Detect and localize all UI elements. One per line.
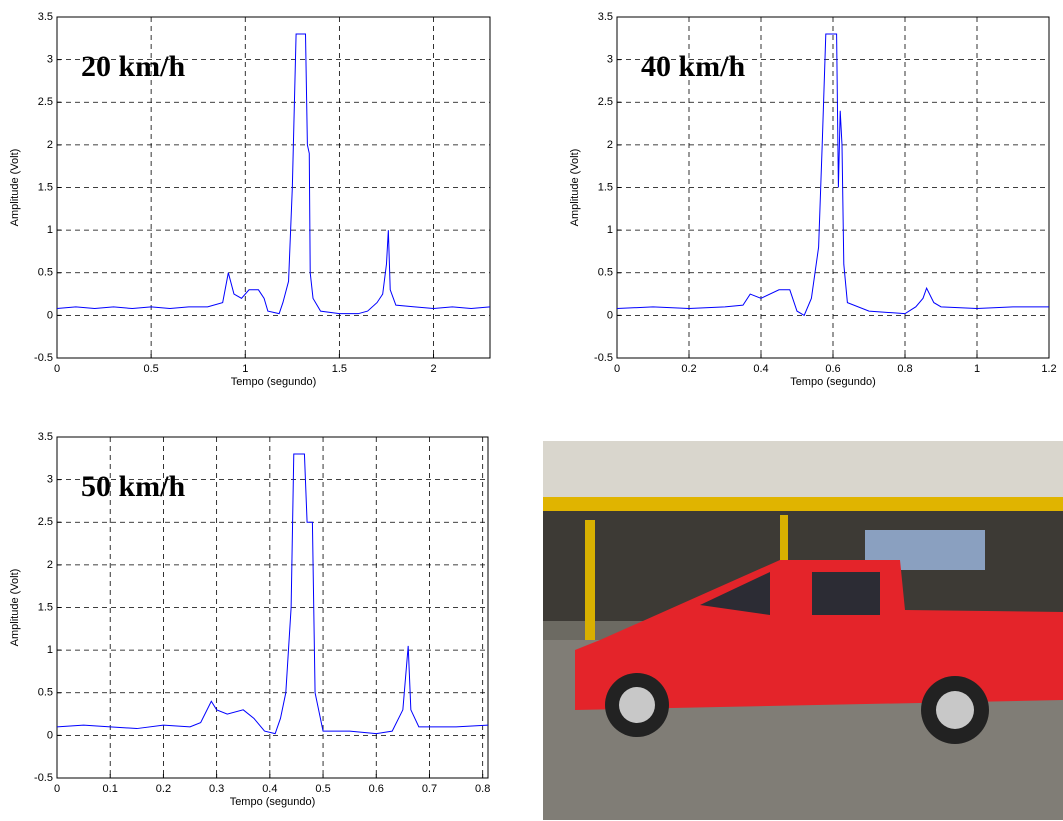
x-tick-label: 0.4 — [753, 363, 768, 375]
x-tick-label: 0.7 — [422, 783, 437, 795]
plot-frame — [616, 16, 1050, 359]
y-tick-label: 1.5 — [38, 601, 53, 613]
x-tick-label: 0.5 — [143, 363, 158, 375]
y-tick-label: 2.5 — [598, 96, 613, 108]
y-tick-label: 3 — [47, 54, 53, 66]
x-tick-label: 0.3 — [209, 783, 224, 795]
y-axis-label: Amplitude (Volt) — [9, 149, 21, 227]
y-tick-label: 0 — [607, 309, 613, 321]
y-axis-label: Amplitude (Volt) — [569, 149, 581, 227]
x-tick-label: 1 — [242, 363, 248, 375]
y-tick-label: 0.5 — [598, 267, 613, 279]
y-tick-label: 0 — [47, 729, 53, 741]
y-tick-label: 0 — [47, 309, 53, 321]
y-tick-label: 1.5 — [38, 181, 53, 193]
x-tick-label: 0.6 — [825, 363, 840, 375]
signal-line — [616, 33, 1049, 317]
y-tick-label: -0.5 — [34, 772, 53, 784]
plot-frame — [56, 16, 491, 359]
y-tick-label: 3 — [47, 474, 53, 486]
x-tick-label: 0.2 — [681, 363, 696, 375]
y-tick-label: 3.5 — [38, 11, 53, 23]
plot-frame — [56, 436, 489, 779]
y-tick-label: -0.5 — [34, 352, 53, 364]
x-tick-label: 0 — [54, 783, 60, 795]
x-tick-label: 0.1 — [103, 783, 118, 795]
x-tick-label: 1 — [974, 363, 980, 375]
y-tick-label: 1.5 — [598, 181, 613, 193]
x-tick-label: 0.8 — [897, 363, 912, 375]
x-tick-label: 0 — [614, 363, 620, 375]
annotation: 40 km/h — [641, 50, 746, 83]
x-tick-label: 0.4 — [262, 783, 277, 795]
x-tick-label: 0.2 — [156, 783, 171, 795]
y-tick-label: 0.5 — [38, 687, 53, 699]
signal-line — [56, 453, 489, 735]
y-tick-label: 3.5 — [598, 11, 613, 23]
x-axis-label: Tempo (segundo) — [231, 376, 317, 388]
x-tick-label: 0.6 — [369, 783, 384, 795]
y-tick-label: 2 — [607, 139, 613, 151]
y-tick-label: 1 — [47, 224, 53, 236]
y-tick-label: 3 — [607, 54, 613, 66]
x-tick-label: 0.8 — [475, 783, 490, 795]
y-tick-label: 2 — [47, 139, 53, 151]
y-tick-label: 2.5 — [38, 96, 53, 108]
x-tick-label: 0 — [54, 363, 60, 375]
signal-line — [56, 33, 491, 315]
x-tick-label: 1.2 — [1041, 363, 1056, 375]
y-tick-label: 1 — [47, 644, 53, 656]
x-tick-label: 2 — [430, 363, 436, 375]
y-tick-label: 0.5 — [38, 267, 53, 279]
photo — [543, 441, 1063, 820]
annotation: 50 km/h — [81, 470, 186, 503]
y-tick-label: 1 — [607, 224, 613, 236]
y-tick-label: 3.5 — [38, 431, 53, 443]
y-tick-label: 2.5 — [38, 516, 53, 528]
y-tick-label: 2 — [47, 559, 53, 571]
annotation: 20 km/h — [81, 50, 186, 83]
x-axis-label: Tempo (segundo) — [790, 376, 876, 388]
x-tick-label: 0.5 — [315, 783, 330, 795]
x-tick-label: 1.5 — [332, 363, 347, 375]
y-tick-label: -0.5 — [594, 352, 613, 364]
y-axis-label: Amplitude (Volt) — [9, 569, 21, 647]
x-axis-label: Tempo (segundo) — [230, 796, 316, 808]
